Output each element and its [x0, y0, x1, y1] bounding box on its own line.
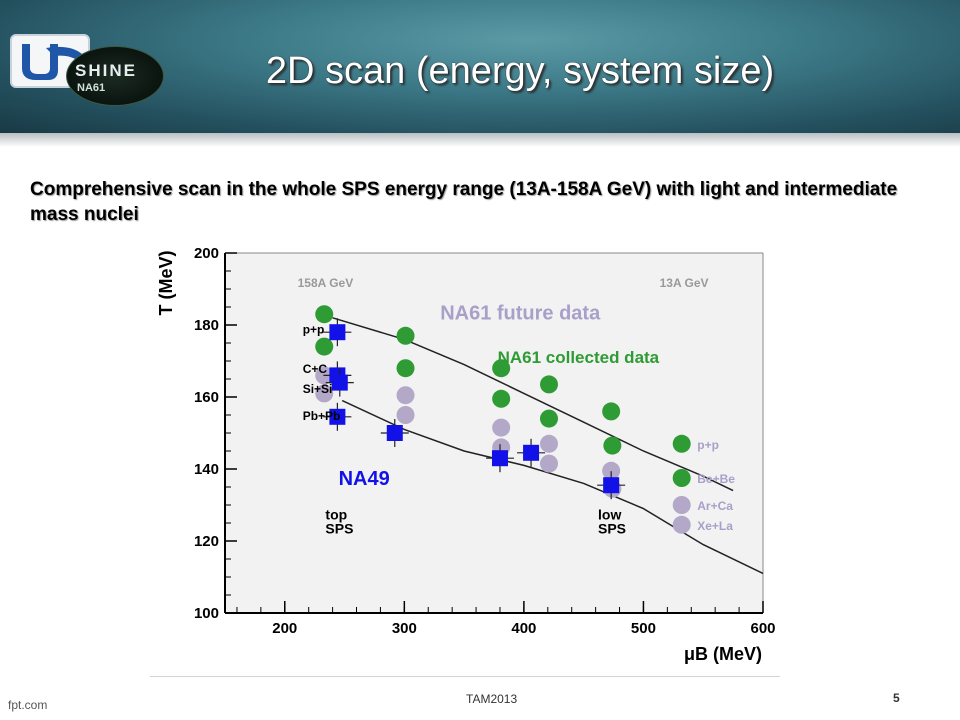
system-label-left: p+p	[303, 323, 325, 337]
na61-collected-point	[603, 436, 622, 455]
na61-future-point	[539, 454, 558, 473]
na49-point	[329, 324, 346, 341]
x-tick-label: 200	[272, 620, 297, 637]
system-label-right: Xe+La	[697, 519, 733, 533]
na61-collected-point	[672, 434, 691, 453]
freeze-out-curve	[332, 317, 734, 492]
y-tick-label: 120	[194, 533, 219, 550]
future-data-label: NA61 future data	[440, 303, 601, 325]
slide-subtitle: Comprehensive scan in the whole SPS ener…	[30, 179, 898, 225]
na61-future-point	[492, 418, 511, 437]
na61-collected-point	[539, 375, 558, 394]
y-tick-label: 160	[194, 389, 219, 406]
na61-collected-point	[672, 469, 691, 487]
na49-point	[491, 450, 508, 467]
top-sps-label: top SPS	[325, 506, 353, 536]
energy-label-high: 158A GeV	[298, 276, 354, 290]
slide-title: 2D scan (energy, system size)	[265, 50, 775, 92]
na61-future-point	[396, 386, 415, 405]
na61-collected-point	[396, 359, 415, 378]
system-label-left: Si+Si	[303, 382, 333, 396]
page-number: 5	[893, 691, 900, 705]
energy-label-low: 13A GeV	[660, 276, 709, 290]
x-axis-title: μB (MeV)	[684, 644, 762, 664]
y-tick-label: 180	[194, 317, 219, 334]
y-tick-label: 140	[194, 461, 219, 478]
na49-label: NA49	[339, 468, 390, 490]
freeze-out-curve	[341, 399, 764, 575]
na61-future-point	[539, 434, 558, 453]
na61-collected-point	[492, 389, 511, 408]
shine-logo: SHINE NA61	[66, 46, 164, 106]
chart-axes: 100 120 140 160 180 200 200 300 400 500 600 μB (MeV…	[156, 245, 776, 664]
chart-labels: 158A GeV 13A GeV NA61 future data NA61 coll…	[298, 276, 736, 536]
na49-point	[331, 374, 348, 391]
na49-point	[523, 444, 540, 461]
y-tick-label: 200	[194, 245, 219, 262]
chart-points	[315, 305, 691, 534]
na61-future-point	[315, 384, 334, 403]
y-tick-label: 100	[194, 605, 219, 622]
na61-logo-text: NA61	[77, 82, 106, 94]
y-axis-title: T (MeV)	[156, 250, 176, 315]
header-shadow	[0, 133, 960, 147]
na61-collected-point	[315, 305, 334, 324]
na61-collected-point	[492, 359, 511, 378]
x-tick-label: 300	[392, 620, 417, 637]
na61-future-point	[672, 496, 691, 514]
na49-point	[386, 425, 403, 441]
x-tick-label: 400	[511, 620, 536, 637]
system-label-right: Ar+Ca	[697, 499, 733, 513]
footer-center: TAM2013	[466, 692, 518, 706]
footer-left: fpt.com	[8, 698, 48, 712]
system-label-right: Be+Be	[697, 472, 735, 486]
na61-collected-point	[396, 326, 415, 345]
collected-data-label: NA61 collected data	[498, 348, 660, 367]
na61-collected-point	[602, 402, 621, 421]
freeze-out-chart: 100 120 140 160 180 200 200 300 400 500 600 μB (MeV…	[156, 245, 776, 664]
na61-future-point	[672, 515, 691, 534]
university-logo-icon	[22, 44, 82, 80]
x-tick-label: 600	[750, 620, 775, 637]
na61-future-point	[602, 461, 621, 480]
low-sps-label: low SPS	[598, 506, 626, 536]
system-label-left: Pb+Pb	[303, 409, 341, 423]
system-label-right: p+p	[697, 438, 719, 452]
na61-collected-point	[315, 337, 334, 356]
na49-point	[329, 408, 346, 425]
footer-divider	[150, 676, 780, 677]
na61-future-point	[396, 406, 415, 424]
chart-curves	[332, 317, 764, 575]
x-tick-label: 500	[631, 620, 656, 637]
shine-logo-text: SHINE	[75, 61, 137, 80]
na61-collected-point	[539, 409, 558, 428]
system-label-left: C+C	[303, 362, 328, 376]
na49-point	[603, 477, 620, 494]
